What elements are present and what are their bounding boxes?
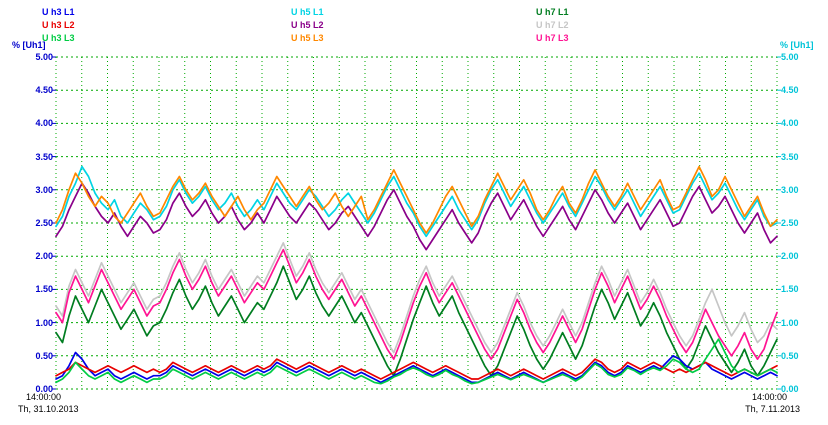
legend-item-u-h7-l1: U h7 L1: [536, 7, 569, 17]
x-axis-end-time: 14:00:00: [751, 392, 787, 402]
series-line-u-h3-l1: [55, 351, 778, 384]
y-tick-label-right: 0.50: [781, 350, 799, 361]
y-tick-label-right: 0.00: [781, 384, 799, 394]
y-tick-label-right: 2.50: [781, 218, 799, 228]
y-tick-label-right: 1.00: [781, 317, 799, 328]
series-line-u-h3-l2: [55, 358, 778, 380]
y-tick-label-right: 3.50: [781, 151, 799, 162]
legend-item-u-h3-l2: U h3 L2: [42, 20, 75, 30]
y-tick-label-right: 4.50: [781, 85, 799, 96]
y-tick-label-right: 2.00: [781, 251, 799, 262]
series-line-u-h7-l1: [55, 265, 778, 377]
y-tick-label-right: 1.50: [781, 284, 799, 295]
series-line-u-h7-l2: [55, 242, 778, 354]
series-line-u-h3-l3: [55, 338, 778, 385]
legend-item-u-h3-l1: U h3 L1: [42, 7, 75, 17]
legend-item-u-h5-l3: U h5 L3: [291, 33, 324, 43]
y-tick-label-right: 4.00: [781, 118, 799, 129]
y-tick-label-left: 3.50: [35, 151, 53, 162]
y-tick-label-left: 2.50: [35, 218, 53, 228]
y-tick-label-left: 1.50: [35, 284, 53, 295]
y-tick-label-left: 2.00: [35, 251, 53, 262]
legend-item-u-h3-l3: U h3 L3: [42, 33, 75, 43]
series-line-u-h5-l2: [55, 182, 778, 251]
series-line-u-h5-l1: [55, 165, 778, 238]
y-tick-label-right: 5.00: [781, 52, 799, 62]
x-axis-start-time: 14:00:00: [26, 392, 62, 402]
y-tick-label-left: 1.00: [35, 317, 53, 328]
y-tick-label-left: 4.00: [35, 118, 53, 129]
y-axis-unit-right: % [Uh1]: [780, 40, 814, 50]
y-tick-label-left: 0.50: [35, 350, 53, 361]
y-tick-label-left: 5.00: [35, 52, 53, 62]
y-tick-label-left: 4.50: [35, 85, 53, 96]
series-line-u-h7-l3: [55, 248, 778, 360]
y-axis-unit-left: % [Uh1]: [12, 40, 46, 50]
legend-item-u-h7-l3: U h7 L3: [536, 33, 569, 43]
y-tick-label-left: 3.00: [35, 184, 53, 195]
x-axis-end-date: Th, 7.11.2013: [745, 404, 800, 414]
legend-item-u-h5-l1: U h5 L1: [291, 7, 324, 17]
legend-item-u-h5-l2: U h5 L2: [291, 20, 324, 30]
legend-item-u-h7-l2: U h7 L2: [536, 20, 569, 30]
series-line-u-h5-l3: [55, 165, 778, 234]
y-tick-label-right: 3.00: [781, 184, 799, 195]
y-tick-label-left: 0.00: [35, 384, 53, 394]
x-axis-start-date: Th, 31.10.2013: [18, 404, 79, 414]
